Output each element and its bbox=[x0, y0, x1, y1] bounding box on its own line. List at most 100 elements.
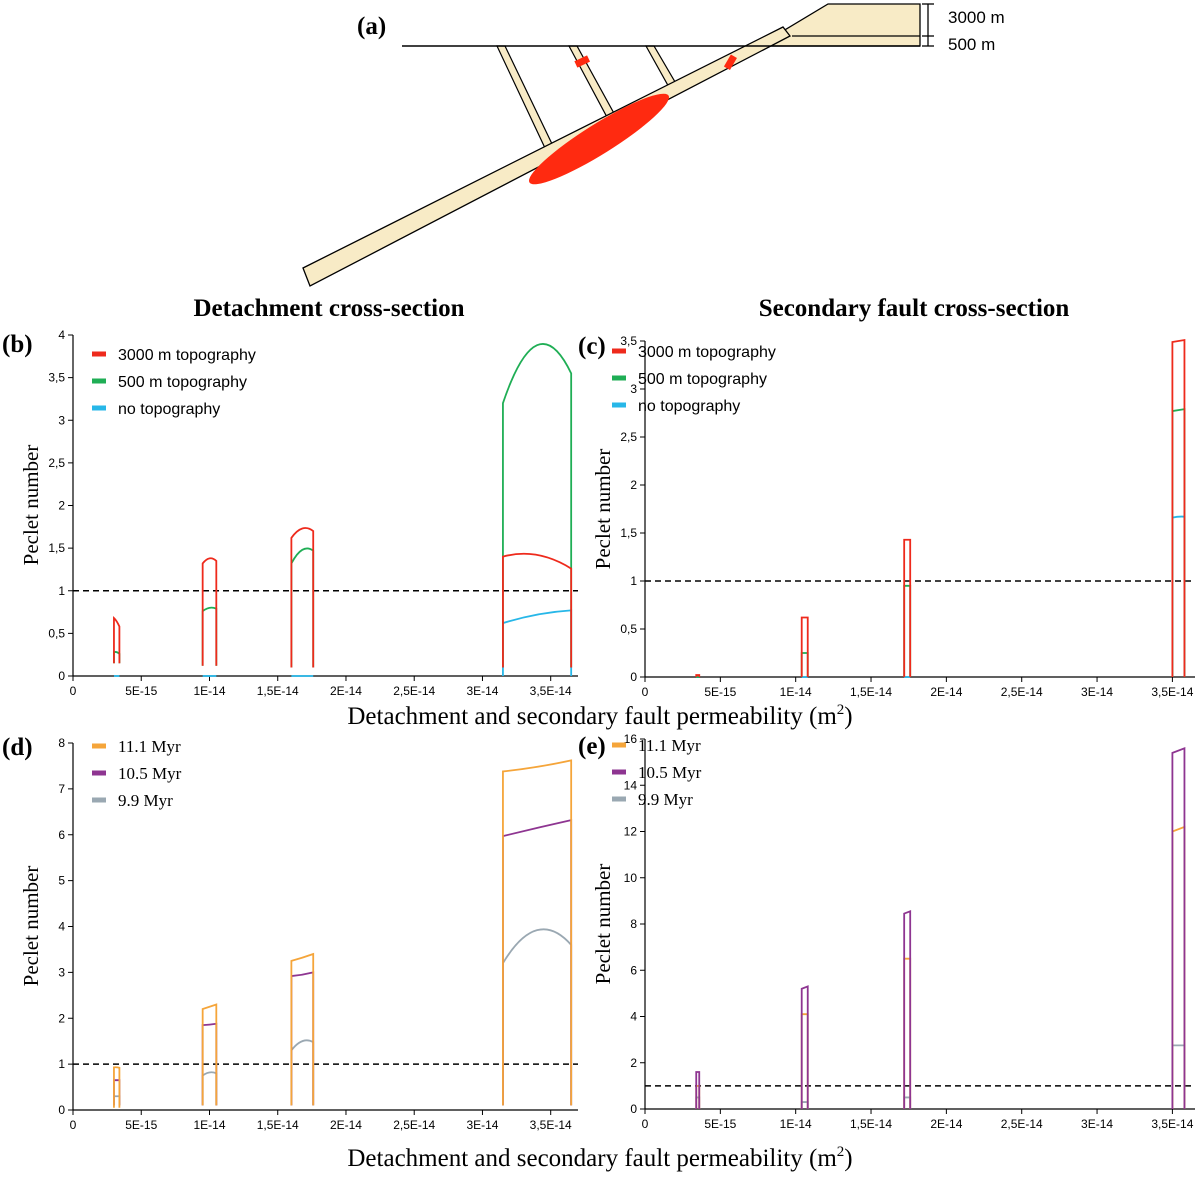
series-segment-10-5-myr bbox=[800, 985, 809, 1109]
series-segment-10-5-myr bbox=[1171, 746, 1186, 1109]
panel-label: (e) bbox=[578, 733, 606, 760]
series-segment-10-5-myr bbox=[502, 818, 573, 1106]
ore-marker-1 bbox=[574, 55, 591, 68]
x-tick-label: 2,5E-14 bbox=[1001, 685, 1043, 699]
x-tick-label: 0 bbox=[642, 685, 649, 699]
panel-label: (d) bbox=[2, 734, 33, 761]
y-tick-label: 1,5 bbox=[48, 541, 65, 555]
legend-label: 500 m topography bbox=[118, 374, 247, 391]
legend-label: 11.1 Myr bbox=[118, 737, 181, 756]
x-tick-label: 1,5E-14 bbox=[257, 1118, 299, 1132]
y-tick-label: 0 bbox=[630, 1102, 637, 1116]
series-segment-11-1-myr bbox=[800, 1013, 809, 1109]
x-tick-label: 2,5E-14 bbox=[393, 1118, 435, 1132]
y-tick-label: 4 bbox=[58, 920, 65, 934]
y-tick-label: 2 bbox=[630, 1056, 637, 1070]
xlabel-top-main: Detachment and secondary fault permeabil… bbox=[347, 703, 837, 730]
chart-panel-d: (d) Peclet number 0 1 2 3 4 5 6 7 8 0 5E-15 1E-14 1,5E… bbox=[2, 734, 578, 1132]
series-segment-500-m-topography bbox=[903, 584, 912, 677]
y-tick-label: 5 bbox=[58, 874, 65, 888]
series-segment-9-9-myr bbox=[903, 1096, 912, 1109]
x-tick-label: 1,5E-14 bbox=[850, 685, 892, 699]
y-tick-label: 1 bbox=[630, 574, 637, 588]
y-tick-label: 0,5 bbox=[48, 626, 65, 640]
xlabel-bottom: Detachment and secondary fault permeabil… bbox=[347, 1144, 852, 1172]
x-tick-label: 2E-14 bbox=[330, 684, 362, 698]
y-tick-label: 2 bbox=[630, 478, 637, 492]
x-tick-label: 3E-14 bbox=[1081, 1117, 1113, 1131]
x-tick-label: 2,5E-14 bbox=[393, 684, 435, 698]
series-segment-11-1-myr bbox=[1171, 825, 1186, 1109]
y-tick-label: 10 bbox=[624, 871, 638, 885]
y-tick-label: 12 bbox=[624, 825, 638, 839]
y-tick-label: 2,5 bbox=[48, 456, 65, 470]
series-segment-3000-m-topography bbox=[201, 557, 218, 666]
secondary-fault-1 bbox=[496, 45, 554, 149]
series-segment-500-m-topography bbox=[290, 547, 315, 668]
y-axis-label: Peclet number bbox=[19, 445, 43, 566]
y-tick-label: 1,5 bbox=[620, 526, 637, 540]
dimension-label-3000m: 3000 m bbox=[948, 8, 1005, 27]
y-tick-label: 14 bbox=[624, 778, 638, 792]
y-tick-label: 7 bbox=[58, 782, 65, 796]
x-tick-label: 3E-14 bbox=[1081, 685, 1113, 699]
x-tick-label: 2E-14 bbox=[330, 1118, 362, 1132]
series-segment-no-topography bbox=[1171, 515, 1186, 677]
legend-label: no topography bbox=[638, 398, 740, 415]
y-tick-label: 2 bbox=[58, 1011, 65, 1025]
x-tick-label: 3,5E-14 bbox=[1151, 1117, 1193, 1131]
legend-label: 10.5 Myr bbox=[638, 763, 702, 782]
series-segment-500-m-topography bbox=[502, 343, 573, 668]
xlabel-top: Detachment and secondary fault permeabil… bbox=[347, 702, 852, 730]
title-detachment: Detachment cross-section bbox=[194, 295, 465, 322]
y-tick-label: 3 bbox=[58, 413, 65, 427]
dimension-label-500m: 500 m bbox=[948, 35, 995, 54]
chart-panel-e: (e) Peclet number 0 2 4 6 8 10 12 14 16 0 5E-15 1E-14… bbox=[578, 732, 1195, 1131]
y-tick-label: 4 bbox=[630, 1010, 637, 1024]
y-tick-label: 2,5 bbox=[620, 430, 637, 444]
series-segment-500-m-topography bbox=[1171, 408, 1186, 677]
xlabel-top-end: ) bbox=[844, 703, 852, 730]
y-tick-label: 0 bbox=[58, 1103, 65, 1117]
legend-label: 500 m topography bbox=[638, 371, 767, 388]
x-tick-label: 2E-14 bbox=[930, 685, 962, 699]
x-tick-label: 2E-14 bbox=[930, 1117, 962, 1131]
chart-panel-b: (b) Peclet number 0 0,5 1 1,5 2 2,5 3 3,5 4 0 5E-15 1… bbox=[2, 328, 578, 698]
y-tick-label: 1 bbox=[58, 584, 65, 598]
title-secondary-fault: Secondary fault cross-section bbox=[759, 295, 1070, 322]
series-segment-3000-m-topography bbox=[1171, 338, 1186, 677]
y-axis-label: Peclet number bbox=[591, 449, 615, 570]
x-tick-label: 1E-14 bbox=[780, 685, 812, 699]
y-axis-label: Peclet number bbox=[591, 864, 615, 985]
y-tick-label: 8 bbox=[58, 736, 65, 750]
chart-panel-c: (c) Peclet number 0 0,5 1 1,5 2 2,5 3 3,5 0 5E-15 1E… bbox=[578, 333, 1195, 699]
series-segment-9-9-myr bbox=[201, 1071, 218, 1106]
xlabel-bottom-sup: 2 bbox=[837, 1144, 845, 1160]
panel-label: (c) bbox=[578, 333, 606, 360]
series-segment-10-5-myr bbox=[903, 909, 912, 1109]
y-tick-label: 16 bbox=[624, 732, 638, 746]
y-tick-label: 2 bbox=[58, 499, 65, 513]
x-tick-label: 3,5E-14 bbox=[1151, 685, 1193, 699]
series-segment-9-9-myr bbox=[800, 1101, 809, 1109]
series-segment-11-1-myr bbox=[113, 1066, 121, 1108]
detachment-fault bbox=[302, 26, 791, 287]
y-tick-label: 0,5 bbox=[620, 622, 637, 636]
y-tick-label: 4 bbox=[58, 328, 65, 342]
x-tick-label: 1E-14 bbox=[193, 1118, 225, 1132]
series-segment-3000-m-topography bbox=[695, 674, 701, 677]
y-tick-label: 0 bbox=[58, 669, 65, 683]
y-tick-label: 3,5 bbox=[620, 334, 637, 348]
series-segment-11-1-myr bbox=[201, 1003, 218, 1106]
x-tick-label: 5E-15 bbox=[704, 685, 736, 699]
series-segment-3000-m-topography bbox=[113, 615, 121, 664]
ore-marker-2 bbox=[723, 54, 737, 71]
ore-body bbox=[529, 93, 669, 185]
series-segment-3000-m-topography bbox=[290, 527, 315, 668]
x-tick-label: 3E-14 bbox=[466, 1118, 498, 1132]
panel-label: (b) bbox=[2, 331, 33, 358]
xlabel-bottom-main: Detachment and secondary fault permeabil… bbox=[347, 1145, 837, 1172]
y-axis-label: Peclet number bbox=[19, 866, 43, 987]
series-segment-500-m-topography bbox=[201, 606, 218, 666]
